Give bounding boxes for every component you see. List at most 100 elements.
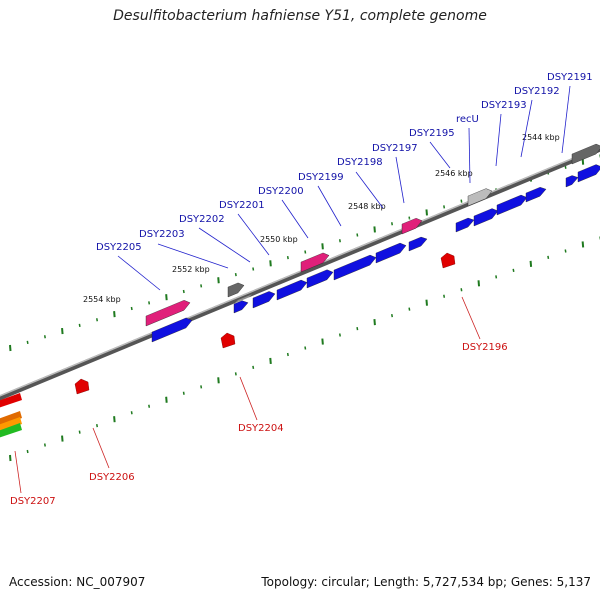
gene-block-plus [227,276,248,298]
leader-line-plus [468,127,471,184]
gene-block-plus [300,246,333,273]
gene-label-plus: DSY2198 [337,157,383,168]
tick-mark-lower [165,396,168,403]
gene-top-face [152,311,196,332]
gene-top-face [572,140,600,154]
gene-top-face [402,211,426,224]
gene-block-plus [233,294,252,314]
leader-line-plus [429,141,451,169]
gene-label-plus: DSY2202 [179,214,225,225]
leader-line-minus [14,450,22,494]
gene-block-minus [220,332,236,349]
tick-mark-upper [217,277,220,284]
gene-top-face [456,211,478,223]
gene-block-plus [333,248,380,281]
tick-mark-lower [182,391,185,395]
gene-label-plus: DSY2195 [409,128,455,139]
leader-line-plus [317,185,342,227]
tick-mark-upper [460,199,463,203]
gene-body [525,186,547,203]
gene-block-plus [252,284,279,309]
gene-body [455,217,475,233]
gene-body [306,269,334,289]
kbp-label: 2554 kbp [83,295,121,304]
gene-label-minus: DSY2196 [462,342,508,353]
tick-mark-upper [408,216,411,220]
tick-mark-lower [477,280,481,287]
accession-text: Accession: NC_007907 [9,575,146,589]
backbone-highlight [0,146,600,397]
gene-top-face [301,246,333,262]
gene-label-plus: DSY2199 [298,172,344,183]
tick-mark-upper [321,243,324,250]
tick-mark-upper [9,344,12,352]
leader-line-plus [198,227,251,263]
gene-body [408,236,428,252]
tick-mark-lower [391,314,394,318]
gene-block-edge [0,393,22,408]
tick-mark-lower [304,346,307,350]
gene-top-face [146,293,194,316]
gene-body [473,208,499,227]
gene-top-face [376,236,410,253]
tick-mark-lower [200,385,203,389]
gene-block-edge [0,417,22,432]
tick-mark-upper [425,209,428,216]
gene-block-plus [276,273,311,301]
leader-line-plus [237,213,270,256]
gene-body [151,317,193,343]
gene-label-plus: recU [456,114,479,125]
tick-mark-lower [425,299,428,306]
gene-block-plus [496,188,531,216]
gene-block-plus [455,211,478,233]
gene-block-minus [440,252,456,269]
tick-mark-upper [269,260,272,267]
tick-mark-lower [61,435,64,442]
tick-mark-upper [234,272,237,277]
gene-body [375,242,407,264]
genome-title: Desulfitobacterium hafniense Y51, comple… [113,8,487,24]
tick-mark-upper [113,311,116,318]
gene-label-minus: DSY2207 [10,496,56,507]
leader-line-plus [157,243,229,269]
gene-block-plus [473,202,502,227]
leader-line-plus [355,171,384,209]
gene-block-plus [401,211,426,235]
tick-mark-upper [148,301,151,305]
gene-top-face [578,160,600,172]
gene-body [333,254,377,281]
gene-body [227,282,245,298]
tick-marks [9,154,600,462]
tick-mark-lower [338,333,341,337]
gene-label-plus: DSY2205 [96,242,142,253]
leader-line-plus [117,255,161,291]
tick-mark-upper [304,250,307,254]
gene-block-plus [145,293,194,327]
leader-line-minus [239,376,258,421]
kbp-label: 2552 kbp [172,265,210,274]
tick-mark-lower [321,338,324,345]
tick-mark-lower [269,357,272,365]
gene-label-plus: DSY2201 [219,200,265,211]
tick-mark-upper [356,233,359,237]
gene-block-plus [571,140,600,165]
tick-mark-upper [61,327,64,335]
tick-mark-lower [113,416,116,423]
tick-mark-upper [26,340,29,344]
gene-blocks [0,140,600,438]
leader-line-plus [495,113,502,167]
gene-top-face [566,169,582,178]
tick-mark-lower [26,449,29,454]
gene-top-face [409,230,431,242]
tick-mark-lower [547,255,550,260]
gene-top-face [468,182,496,196]
gene-block-plus [565,169,582,188]
tick-mark-upper [564,165,567,169]
tick-mark-lower [581,241,585,248]
gene-body [74,378,90,395]
tick-mark-lower [96,424,99,428]
tick-mark-upper [78,323,81,328]
tick-mark-lower [78,430,81,434]
tick-mark-upper [373,226,376,233]
